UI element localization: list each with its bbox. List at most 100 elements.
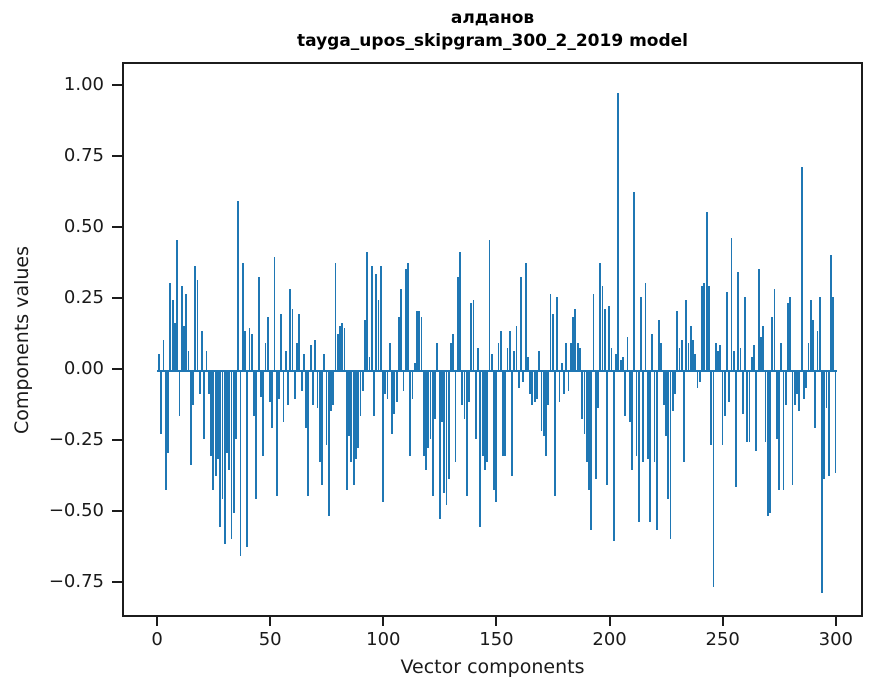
- bar: [465, 371, 468, 496]
- bar: [278, 371, 280, 400]
- bar: [814, 371, 817, 428]
- bar: [556, 297, 559, 372]
- bar: [386, 371, 389, 400]
- bar: [210, 371, 212, 457]
- bar: [178, 371, 181, 417]
- bar: [712, 371, 715, 587]
- bar: [201, 331, 203, 372]
- bar: [189, 371, 192, 465]
- bar: [382, 371, 384, 502]
- bar: [259, 371, 262, 397]
- bar: [158, 353, 160, 372]
- bar: [651, 334, 654, 372]
- bar: [569, 342, 572, 372]
- bar: [635, 371, 638, 457]
- y-tick-mark: [112, 510, 122, 513]
- bar: [526, 356, 529, 372]
- bar: [671, 371, 674, 411]
- bar: [327, 371, 330, 516]
- bar: [737, 271, 740, 372]
- bar: [680, 339, 683, 372]
- bar: [603, 308, 606, 372]
- bar: [176, 240, 179, 372]
- bar: [649, 371, 651, 522]
- bar: [481, 371, 484, 457]
- bar: [216, 371, 219, 460]
- y-tick-mark: [112, 581, 122, 584]
- bar: [750, 356, 753, 372]
- bar: [807, 342, 810, 372]
- bar: [685, 300, 688, 372]
- bar: [823, 371, 826, 479]
- bar: [771, 317, 774, 372]
- bar: [488, 240, 491, 372]
- bar: [796, 371, 798, 394]
- bar: [373, 371, 375, 417]
- bar: [438, 371, 441, 519]
- bar: [660, 342, 663, 372]
- bar: [325, 371, 328, 445]
- y-tick-label: −0.75: [48, 571, 104, 593]
- bar: [212, 371, 215, 491]
- y-tick-mark: [112, 155, 122, 157]
- x-tick-label: 200: [592, 629, 627, 650]
- y-tick-mark: [112, 439, 122, 442]
- bar: [798, 371, 801, 411]
- bar: [513, 351, 516, 372]
- bar: [255, 371, 258, 499]
- bar: [762, 325, 765, 372]
- bar: [549, 294, 552, 372]
- bar: [533, 371, 536, 403]
- bar: [592, 294, 595, 372]
- bar: [565, 342, 568, 372]
- bar: [169, 282, 172, 372]
- bar: [332, 371, 335, 406]
- bar: [536, 371, 538, 400]
- bar: [345, 371, 348, 491]
- bar: [309, 345, 312, 372]
- bar: [339, 325, 341, 372]
- bar: [174, 322, 176, 372]
- zero-baseline: [157, 370, 838, 373]
- y-tick-mark: [112, 368, 122, 371]
- bar: [739, 348, 742, 372]
- bar: [542, 371, 545, 437]
- bar: [445, 371, 448, 505]
- bar: [612, 371, 615, 542]
- bar: [508, 331, 511, 372]
- bar: [194, 265, 197, 372]
- bar: [293, 371, 296, 400]
- bar: [678, 348, 681, 372]
- x-tick-label: 50: [258, 629, 282, 650]
- bar: [524, 263, 527, 372]
- bar: [832, 297, 835, 372]
- bar: [350, 371, 353, 462]
- bar: [454, 371, 457, 462]
- bar: [726, 291, 728, 372]
- bar: [192, 371, 194, 406]
- bar: [522, 371, 525, 383]
- bar: [171, 300, 174, 372]
- bar: [474, 371, 477, 440]
- bar: [395, 371, 398, 403]
- bar: [642, 371, 645, 462]
- bar: [581, 371, 584, 420]
- bar: [812, 319, 814, 372]
- bar: [579, 348, 581, 372]
- bar: [289, 288, 292, 372]
- bar: [198, 371, 201, 394]
- bar: [730, 237, 733, 372]
- x-tick-mark: [495, 617, 498, 626]
- bar: [450, 342, 452, 372]
- bar: [694, 353, 697, 372]
- bar: [468, 371, 470, 403]
- bar: [431, 371, 434, 496]
- bar: [585, 371, 588, 462]
- bar: [472, 300, 475, 372]
- bar: [769, 371, 771, 514]
- bar: [825, 371, 828, 408]
- bar: [717, 351, 719, 372]
- bar: [529, 371, 532, 394]
- bar: [316, 371, 319, 408]
- bar: [237, 200, 240, 372]
